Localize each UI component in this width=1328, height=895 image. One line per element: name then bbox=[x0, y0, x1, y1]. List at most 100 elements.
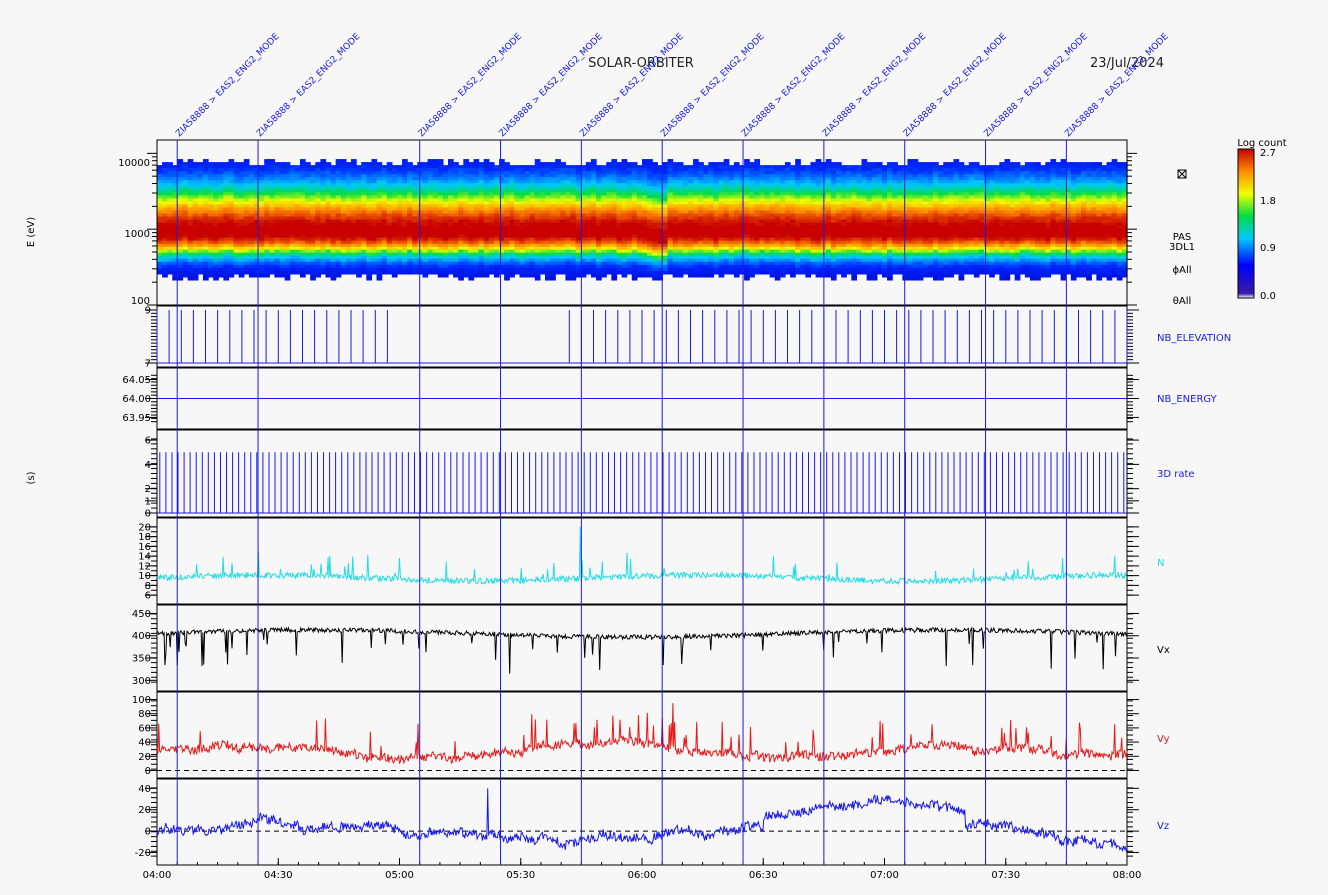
heatmap-cell bbox=[611, 258, 618, 263]
heatmap-cell bbox=[422, 207, 429, 212]
heatmap-cell bbox=[279, 216, 286, 221]
heatmap-cell bbox=[167, 261, 173, 266]
heatmap-cell bbox=[790, 168, 796, 172]
heatmap-cell bbox=[565, 267, 572, 272]
heatmap-cell bbox=[677, 189, 684, 193]
heatmap-cell bbox=[626, 255, 633, 260]
heatmap-cell bbox=[422, 186, 429, 190]
heatmap-cell bbox=[320, 237, 327, 242]
heatmap-cell bbox=[162, 195, 168, 199]
heatmap-cell bbox=[723, 210, 730, 215]
heatmap-cell bbox=[361, 219, 367, 224]
heatmap-cell bbox=[192, 249, 199, 254]
heatmap-cell bbox=[432, 270, 439, 275]
heatmap-cell bbox=[575, 228, 582, 233]
heatmap-cell bbox=[228, 210, 235, 215]
heatmap-cell bbox=[616, 180, 623, 184]
heatmap-cell bbox=[427, 231, 434, 236]
heatmap-cell bbox=[514, 192, 521, 196]
heatmap-cell bbox=[825, 213, 832, 218]
heatmap-cell bbox=[437, 270, 444, 275]
heatmap-cell bbox=[396, 255, 403, 260]
heatmap-cell bbox=[687, 201, 694, 205]
heatmap-cell bbox=[708, 174, 715, 178]
heatmap-cell bbox=[514, 243, 521, 248]
heatmap-cell bbox=[514, 198, 521, 202]
heatmap-cell bbox=[254, 204, 260, 209]
heatmap-cell bbox=[539, 210, 546, 215]
heatmap-cell bbox=[499, 189, 505, 193]
heatmap-cell bbox=[642, 216, 648, 221]
heatmap-cell bbox=[243, 237, 250, 242]
heatmap-cell bbox=[167, 192, 173, 196]
heatmap-cell bbox=[162, 264, 168, 269]
heatmap-cell bbox=[805, 240, 812, 245]
heatmap-cell bbox=[601, 177, 607, 181]
heatmap-cell bbox=[642, 198, 648, 202]
heatmap-cell bbox=[192, 180, 199, 184]
heatmap-cell bbox=[764, 189, 771, 193]
heatmap-cell bbox=[580, 273, 587, 278]
heatmap-cell bbox=[601, 261, 607, 266]
heatmap-cell bbox=[519, 168, 526, 172]
heatmap-cell bbox=[315, 261, 321, 266]
heatmap-cell bbox=[386, 210, 393, 215]
heatmap-cell bbox=[412, 165, 418, 169]
heatmap-cell bbox=[330, 174, 337, 178]
heatmap-cell bbox=[458, 240, 464, 245]
heatmap-cell bbox=[310, 261, 316, 266]
heatmap-cell bbox=[590, 216, 597, 221]
heatmap-cell bbox=[422, 195, 429, 199]
heatmap-cell bbox=[371, 198, 378, 202]
heatmap-cell bbox=[728, 252, 735, 257]
heatmap-cell bbox=[259, 183, 265, 187]
heatmap-cell bbox=[366, 261, 373, 266]
heatmap-cell bbox=[539, 171, 546, 175]
heatmap-cell bbox=[294, 183, 301, 187]
heatmap-cell bbox=[703, 219, 709, 224]
heatmap-cell bbox=[381, 174, 388, 178]
heatmap-cell bbox=[667, 234, 674, 239]
heatmap-cell bbox=[575, 243, 582, 248]
heatmap-cell bbox=[647, 180, 653, 184]
heatmap-cell bbox=[366, 192, 373, 196]
heatmap-cell bbox=[157, 195, 163, 199]
heatmap-cell bbox=[631, 234, 638, 239]
heatmap-cell bbox=[453, 180, 459, 184]
heatmap-cell bbox=[825, 201, 832, 205]
heatmap-cell bbox=[187, 216, 194, 221]
heatmap-cell bbox=[478, 243, 485, 248]
heatmap-cell bbox=[172, 234, 179, 239]
heatmap-cell bbox=[504, 261, 510, 266]
heatmap-cell bbox=[458, 228, 464, 233]
heatmap-cell bbox=[340, 183, 347, 187]
heatmap-cell bbox=[539, 165, 546, 169]
heatmap-cell bbox=[774, 189, 781, 193]
heatmap-cell bbox=[208, 216, 214, 221]
heatmap-cell bbox=[647, 261, 653, 266]
heatmap-cell bbox=[601, 219, 607, 224]
heatmap-cell bbox=[545, 165, 551, 169]
heatmap-cell bbox=[713, 240, 720, 245]
heatmap-cell bbox=[514, 186, 521, 190]
heatmap-cell bbox=[442, 195, 449, 199]
heatmap-cell bbox=[177, 201, 184, 205]
heatmap-cell bbox=[784, 174, 791, 178]
heatmap-cell bbox=[238, 264, 245, 269]
heatmap-cell bbox=[381, 246, 388, 251]
heatmap-cell bbox=[795, 177, 801, 181]
heatmap-cell bbox=[320, 162, 327, 166]
heatmap-cell bbox=[228, 186, 235, 190]
heatmap-cell bbox=[453, 228, 459, 233]
heatmap-cell bbox=[407, 192, 413, 196]
heatmap-cell bbox=[733, 237, 740, 242]
heatmap-cell bbox=[519, 237, 526, 242]
heatmap-cell bbox=[698, 213, 704, 218]
heatmap-cell bbox=[478, 171, 485, 175]
heatmap-cell bbox=[243, 234, 250, 239]
heatmap-cell bbox=[759, 198, 766, 202]
heatmap-cell bbox=[805, 168, 812, 172]
heatmap-cell bbox=[453, 267, 459, 272]
heatmap-cell bbox=[417, 162, 424, 166]
heatmap-cell bbox=[483, 207, 490, 212]
